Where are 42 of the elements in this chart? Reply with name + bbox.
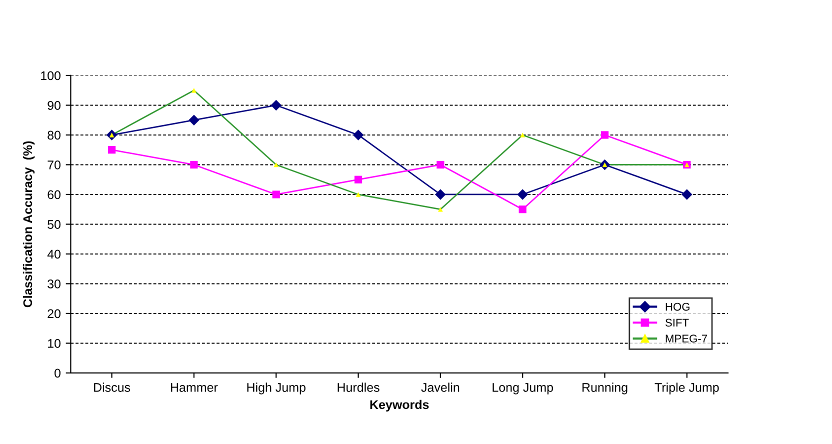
point xyxy=(435,189,446,200)
legend-label: HOG xyxy=(666,302,690,311)
legend-label: SIFT xyxy=(665,318,689,327)
y-tick-label: 90 xyxy=(48,101,61,110)
point xyxy=(192,88,196,93)
point xyxy=(354,176,362,184)
point xyxy=(190,160,198,169)
y-tick-label: 80 xyxy=(48,130,61,140)
y-axis-title: Classification Accuracy (%) xyxy=(22,141,35,308)
x-tick-label: Triple Jump xyxy=(654,382,719,394)
point xyxy=(352,130,364,140)
x-tick-label: Long Jump xyxy=(492,383,553,394)
y-tick-label: 30 xyxy=(48,280,61,288)
y-tick-label: 100 xyxy=(41,71,61,80)
point xyxy=(438,206,443,212)
point xyxy=(270,100,282,111)
point xyxy=(272,190,280,198)
x-tick-label: Discus xyxy=(94,382,130,392)
point xyxy=(682,189,692,200)
y-tick-label: 70 xyxy=(48,160,61,170)
point xyxy=(188,114,200,126)
point xyxy=(518,206,526,214)
y-tick-label: 20 xyxy=(48,309,61,318)
x-tick-label: Javelin xyxy=(421,382,460,392)
point xyxy=(274,162,279,168)
x-tick-label: Running xyxy=(582,382,628,394)
y-tick-label: 60 xyxy=(48,190,61,200)
y-tick-label: 0 xyxy=(54,368,61,378)
y-tick-label: 10 xyxy=(48,339,61,348)
point xyxy=(436,160,444,169)
y-tick-label: 50 xyxy=(48,220,61,229)
x-tick-label: Hurdles xyxy=(338,382,380,392)
x-tick-label: High Jump xyxy=(247,382,306,394)
x-axis-title: Keywords xyxy=(370,400,429,412)
x-tick-label: Hammer xyxy=(171,383,218,392)
point xyxy=(600,131,609,139)
legend-label: MPEG-7 xyxy=(666,334,708,343)
y-tick-label: 40 xyxy=(47,250,61,259)
point xyxy=(517,189,528,200)
point xyxy=(520,132,526,138)
point xyxy=(108,146,116,154)
point xyxy=(356,192,361,197)
